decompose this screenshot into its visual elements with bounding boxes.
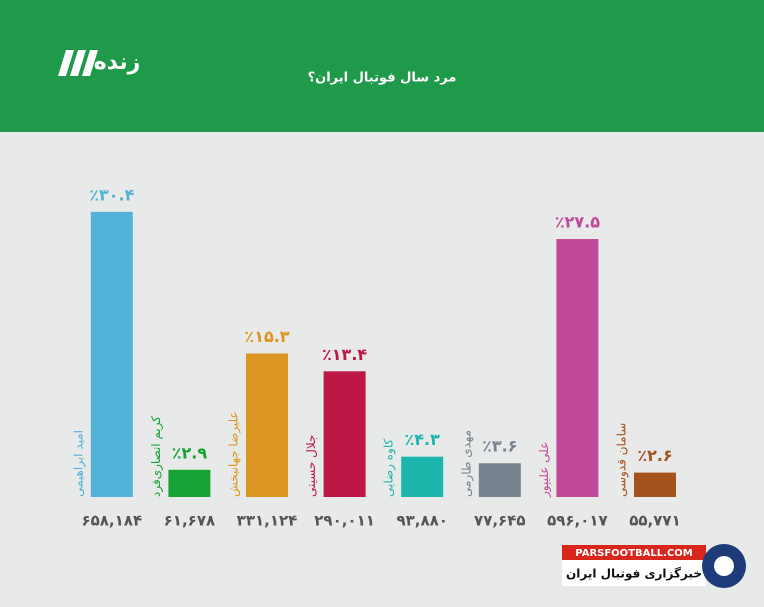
category-label: امید ابراهیمی — [71, 430, 86, 497]
vote-label: ۶۵۸,۱۸۴ — [81, 512, 142, 530]
bar — [556, 239, 599, 498]
value-label: ٪۳.۶ — [482, 437, 517, 456]
value-label: ٪۱۵.۳ — [244, 327, 289, 346]
category-label: کریم انصاری‌فرد — [149, 416, 164, 497]
category-label: سامان قدوسی — [615, 423, 630, 497]
watermark-box — [562, 560, 706, 586]
bar — [168, 469, 211, 497]
category-label: جلال حسینی — [304, 435, 318, 497]
vote-label: ۶۱,۶۷۸ — [164, 512, 215, 530]
vote-label: ۵۵,۷۷۱ — [629, 512, 680, 530]
vote-label: ۲۹۰,۰۱۱ — [314, 512, 375, 530]
vote-label: ۳۳۱,۱۲۴ — [237, 512, 298, 530]
watermark: PARSFOOTBALL.COM خبرگزاری فوتبال ایران — [562, 544, 746, 588]
category-label: مهدی طارمی — [459, 430, 474, 497]
bar — [323, 371, 366, 497]
logo-text: زنده — [94, 50, 141, 75]
bar — [90, 211, 133, 497]
chart-title: مرد سال فوتبال ایران؟ — [308, 71, 457, 86]
bar — [246, 353, 288, 497]
watermark-tagline: خبرگزاری فوتبال ایران — [566, 567, 702, 582]
vote-label: ۷۷,۶۴۵ — [474, 512, 525, 530]
bar — [401, 456, 444, 497]
value-label: ٪۲.۹ — [172, 443, 208, 462]
value-label: ٪۳۰.۴ — [89, 185, 134, 204]
category-label: علیرضا جهانبخش — [227, 411, 242, 497]
vote-label: ۹۳,۸۸۰ — [396, 512, 447, 530]
watermark-ball — [714, 556, 734, 576]
value-label: ٪۲۷.۵ — [555, 213, 600, 232]
bar — [634, 472, 676, 497]
logo-stripes — [58, 50, 98, 76]
value-label: ٪۴.۳ — [405, 430, 441, 449]
vote-label: ۵۹۶,۰۱۷ — [547, 512, 608, 530]
category-label: کاوه رضایی — [382, 438, 397, 497]
watermark-band — [562, 545, 706, 560]
category-label: علی علیپور — [537, 442, 552, 498]
watermark-site: PARSFOOTBALL.COM — [575, 548, 692, 559]
value-label: ٪۲.۶ — [637, 446, 672, 465]
value-label: ٪۱۳.۴ — [322, 345, 367, 364]
header — [0, 0, 764, 132]
bar — [478, 463, 521, 497]
